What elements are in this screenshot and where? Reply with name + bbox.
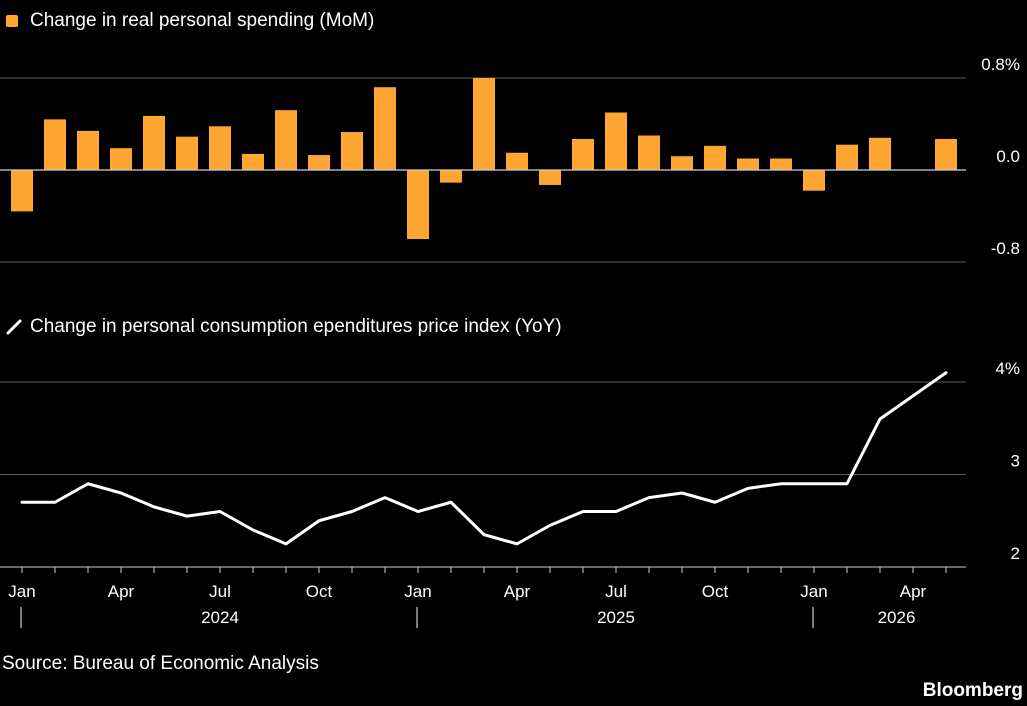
spending-bar xyxy=(869,137,891,170)
spending-bar xyxy=(143,115,165,170)
spending-bar xyxy=(341,132,363,170)
line-y-tick-label: 3 xyxy=(1011,452,1020,471)
spending-bar xyxy=(110,148,132,170)
bar-y-tick-label: 0.0 xyxy=(996,147,1020,166)
spending-bar xyxy=(770,158,792,170)
spending-bar xyxy=(836,144,858,170)
bars-layer xyxy=(11,78,957,239)
line-legend-swatch xyxy=(6,319,22,335)
spending-bar xyxy=(209,126,231,170)
spending-bar xyxy=(407,170,429,239)
x-month-label: Jan xyxy=(800,582,827,601)
spending-bar xyxy=(374,87,396,170)
x-month-label: Oct xyxy=(702,582,729,601)
spending-bar xyxy=(473,78,495,170)
x-year-label: 2026 xyxy=(878,608,916,627)
spending-bar xyxy=(440,170,462,183)
pce-price-line xyxy=(20,371,948,546)
spending-bar xyxy=(935,138,957,170)
bar-legend-label: Change in real personal spending (MoM) xyxy=(30,10,375,31)
line-y-tick-label: 4% xyxy=(995,359,1020,378)
spending-bar xyxy=(275,110,297,170)
line-legend: Change in personal consumption ependitur… xyxy=(6,316,562,338)
bar-y-tick-label: 0.8% xyxy=(981,55,1020,74)
x-month-label: Apr xyxy=(504,582,531,601)
spending-bar xyxy=(803,170,825,191)
line-layer xyxy=(20,371,948,546)
spending-bar xyxy=(638,135,660,170)
spending-bar xyxy=(539,170,561,185)
spending-bar xyxy=(704,145,726,170)
x-month-label: Apr xyxy=(900,582,927,601)
axis-layer: 0.8% 0.0 -0.8 4% 3 2 Jan Apr Jul Oct Jan Apr Jul Oct J… xyxy=(8,55,1020,628)
x-month-label: Apr xyxy=(108,582,135,601)
spending-bar xyxy=(605,112,627,170)
spending-bar xyxy=(44,119,66,170)
spending-bar xyxy=(506,152,528,170)
spending-bar xyxy=(176,136,198,170)
x-month-label: Jan xyxy=(8,582,35,601)
line-legend-label: Change in personal consumption ependitur… xyxy=(30,316,562,337)
x-year-label: 2025 xyxy=(597,608,635,627)
spending-bar xyxy=(11,170,33,212)
spending-bar xyxy=(308,155,330,170)
bar-legend-swatch xyxy=(6,15,18,27)
spending-bar xyxy=(77,130,99,170)
x-year-label: 2024 xyxy=(201,608,239,627)
x-month-label: Jul xyxy=(209,582,231,601)
spending-bar xyxy=(671,156,693,170)
line-y-tick-label: 2 xyxy=(1011,544,1020,563)
x-month-label: Oct xyxy=(306,582,333,601)
bar-legend: Change in real personal spending (MoM) xyxy=(6,10,374,32)
source-note: Source: Bureau of Economic Analysis xyxy=(2,653,319,674)
spending-bar xyxy=(572,138,594,170)
spending-bar xyxy=(737,158,759,170)
spending-bar xyxy=(242,153,264,170)
x-month-label: Jan xyxy=(404,582,431,601)
x-month-label: Jul xyxy=(605,582,627,601)
bloomberg-logo: Bloomberg xyxy=(922,680,1023,701)
bar-y-tick-label: -0.8 xyxy=(991,239,1020,258)
